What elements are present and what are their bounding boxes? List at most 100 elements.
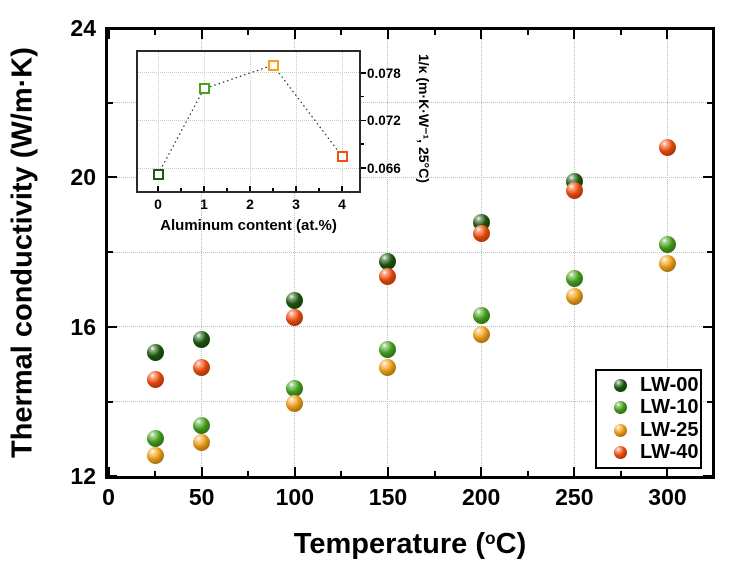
inset-y-axis-tick: [361, 119, 366, 122]
inset-x-tick-label: 3: [292, 196, 300, 212]
y-axis-tick: [108, 251, 113, 254]
x-axis-tick-top: [154, 30, 157, 35]
gridline-horizontal: [108, 401, 712, 402]
x-axis-tick-top: [526, 30, 529, 35]
inset-y-tick-label: 0.072: [367, 113, 401, 129]
y-axis-tick-right: [703, 475, 712, 478]
degree-superscript: o: [485, 528, 496, 548]
x-axis-tick: [666, 467, 669, 476]
inset-plot-layer: 0 1 2 3 4 0.066 0.072 0.078: [136, 50, 401, 212]
inset-x-axis-tick-minor: [180, 188, 182, 191]
x-axis-tick-top: [340, 30, 343, 35]
y-axis-tick-right: [703, 176, 712, 179]
inset-y-tick-label: 0.066: [367, 161, 401, 176]
x-tick-label: 50: [188, 484, 215, 510]
gridline-horizontal: [108, 251, 712, 253]
y-axis-tick-right: [707, 101, 712, 104]
inset-gridline-vertical: [157, 52, 159, 191]
inset-y-axis-tick: [361, 167, 366, 169]
x-axis-tick-top: [666, 30, 669, 39]
legend-item-lw10: LW-10: [597, 396, 700, 419]
x-axis-tick: [433, 471, 436, 476]
x-axis-title: Temperature (oC): [105, 528, 715, 561]
legend-label-lw40: LW-40: [640, 441, 699, 464]
y-axis-tick: [108, 101, 113, 104]
data-point-lw-10: [379, 340, 397, 358]
gridline-horizontal: [108, 326, 712, 328]
inset-x-axis-tick: [203, 186, 205, 191]
data-point-lw-10: [472, 307, 490, 325]
x-axis-tick-top: [573, 30, 576, 39]
x-axis-title-unit: C): [495, 528, 527, 560]
y-axis-tick: [108, 176, 117, 179]
y-axis-tick-right: [703, 27, 712, 29]
data-point-lw-00: [146, 344, 164, 362]
inset-data-point: [152, 168, 164, 180]
inset-x-tick-label: 4: [338, 196, 346, 212]
x-axis-tick: [713, 471, 716, 476]
legend-label-lw25: LW-25: [640, 418, 699, 441]
x-axis-tick: [386, 467, 389, 476]
x-axis-tick-top: [247, 30, 250, 35]
y-axis-tick: [108, 475, 117, 478]
inset-x-axis-tick: [157, 186, 159, 191]
x-tick-label: 100: [275, 484, 315, 510]
inset-data-point: [336, 150, 348, 162]
data-point-lw-10: [565, 269, 583, 287]
gridline-vertical: [573, 30, 575, 476]
data-point-lw-40: [193, 359, 211, 377]
x-axis-tick-top: [480, 30, 483, 39]
legend-box: LW-00 LW-10 LW-25 LW-40: [595, 369, 702, 469]
x-axis-tick: [526, 471, 529, 476]
x-axis-tick-top: [293, 30, 296, 39]
y-axis-tick-right: [703, 325, 712, 328]
data-point-lw-25: [565, 288, 583, 306]
x-axis-tick: [573, 467, 576, 476]
y-axis-tick-right: [707, 400, 712, 403]
y-tick-label: 20: [70, 164, 96, 191]
inset-x-tick-label: 0: [154, 196, 162, 212]
data-point-lw-40: [379, 267, 397, 285]
x-axis-title-text: Temperature (: [293, 528, 485, 560]
x-tick-label: 250: [555, 484, 594, 510]
inset-gridline-horizontal: [138, 167, 359, 169]
inset-y-tick-label: 0.078: [367, 65, 401, 81]
inset-x-axis-tick: [341, 186, 343, 191]
data-point-lw-10: [146, 430, 164, 448]
data-point-lw-25: [658, 254, 676, 272]
x-axis-tick: [154, 471, 157, 476]
x-axis-tick-top: [619, 30, 622, 35]
x-axis-tick-top: [386, 30, 389, 39]
x-axis-tick: [619, 471, 622, 476]
inset-data-point: [198, 83, 210, 95]
data-point-lw-40: [286, 308, 304, 326]
y-axis-tick: [108, 400, 113, 403]
x-axis-tick: [480, 467, 483, 476]
x-axis-tick-top: [200, 30, 203, 39]
inset-x-axis-title: Aluminum content (at.%): [160, 217, 337, 234]
data-point-lw-25: [193, 434, 211, 452]
data-point-lw-40: [146, 370, 164, 388]
gridline-horizontal: [108, 176, 712, 178]
data-point-lw-25: [472, 325, 490, 343]
x-axis-tick: [107, 467, 110, 476]
inset-gridline-vertical: [341, 52, 343, 191]
data-point-lw-00: [379, 252, 397, 270]
gridline-vertical: [294, 30, 296, 476]
inset-x-axis-tick: [295, 186, 297, 191]
inset-data-point: [267, 59, 279, 71]
y-axis-tick-right: [707, 251, 712, 254]
legend-marker-lw10-icon: [614, 401, 627, 415]
data-point-lw-40: [658, 139, 676, 157]
y-tick-label: 12: [70, 463, 96, 490]
inset-y-axis-tick-minor: [361, 95, 364, 98]
x-axis-tick: [247, 471, 250, 476]
inset-gridline-vertical: [249, 52, 251, 191]
data-point-lw-00: [286, 292, 304, 310]
legend-marker-lw00-icon: [614, 378, 627, 392]
y-tick-label: 16: [70, 313, 96, 340]
x-axis-tick: [293, 467, 296, 476]
data-point-lw-10: [658, 236, 676, 254]
inset-gridline-horizontal: [138, 119, 359, 121]
